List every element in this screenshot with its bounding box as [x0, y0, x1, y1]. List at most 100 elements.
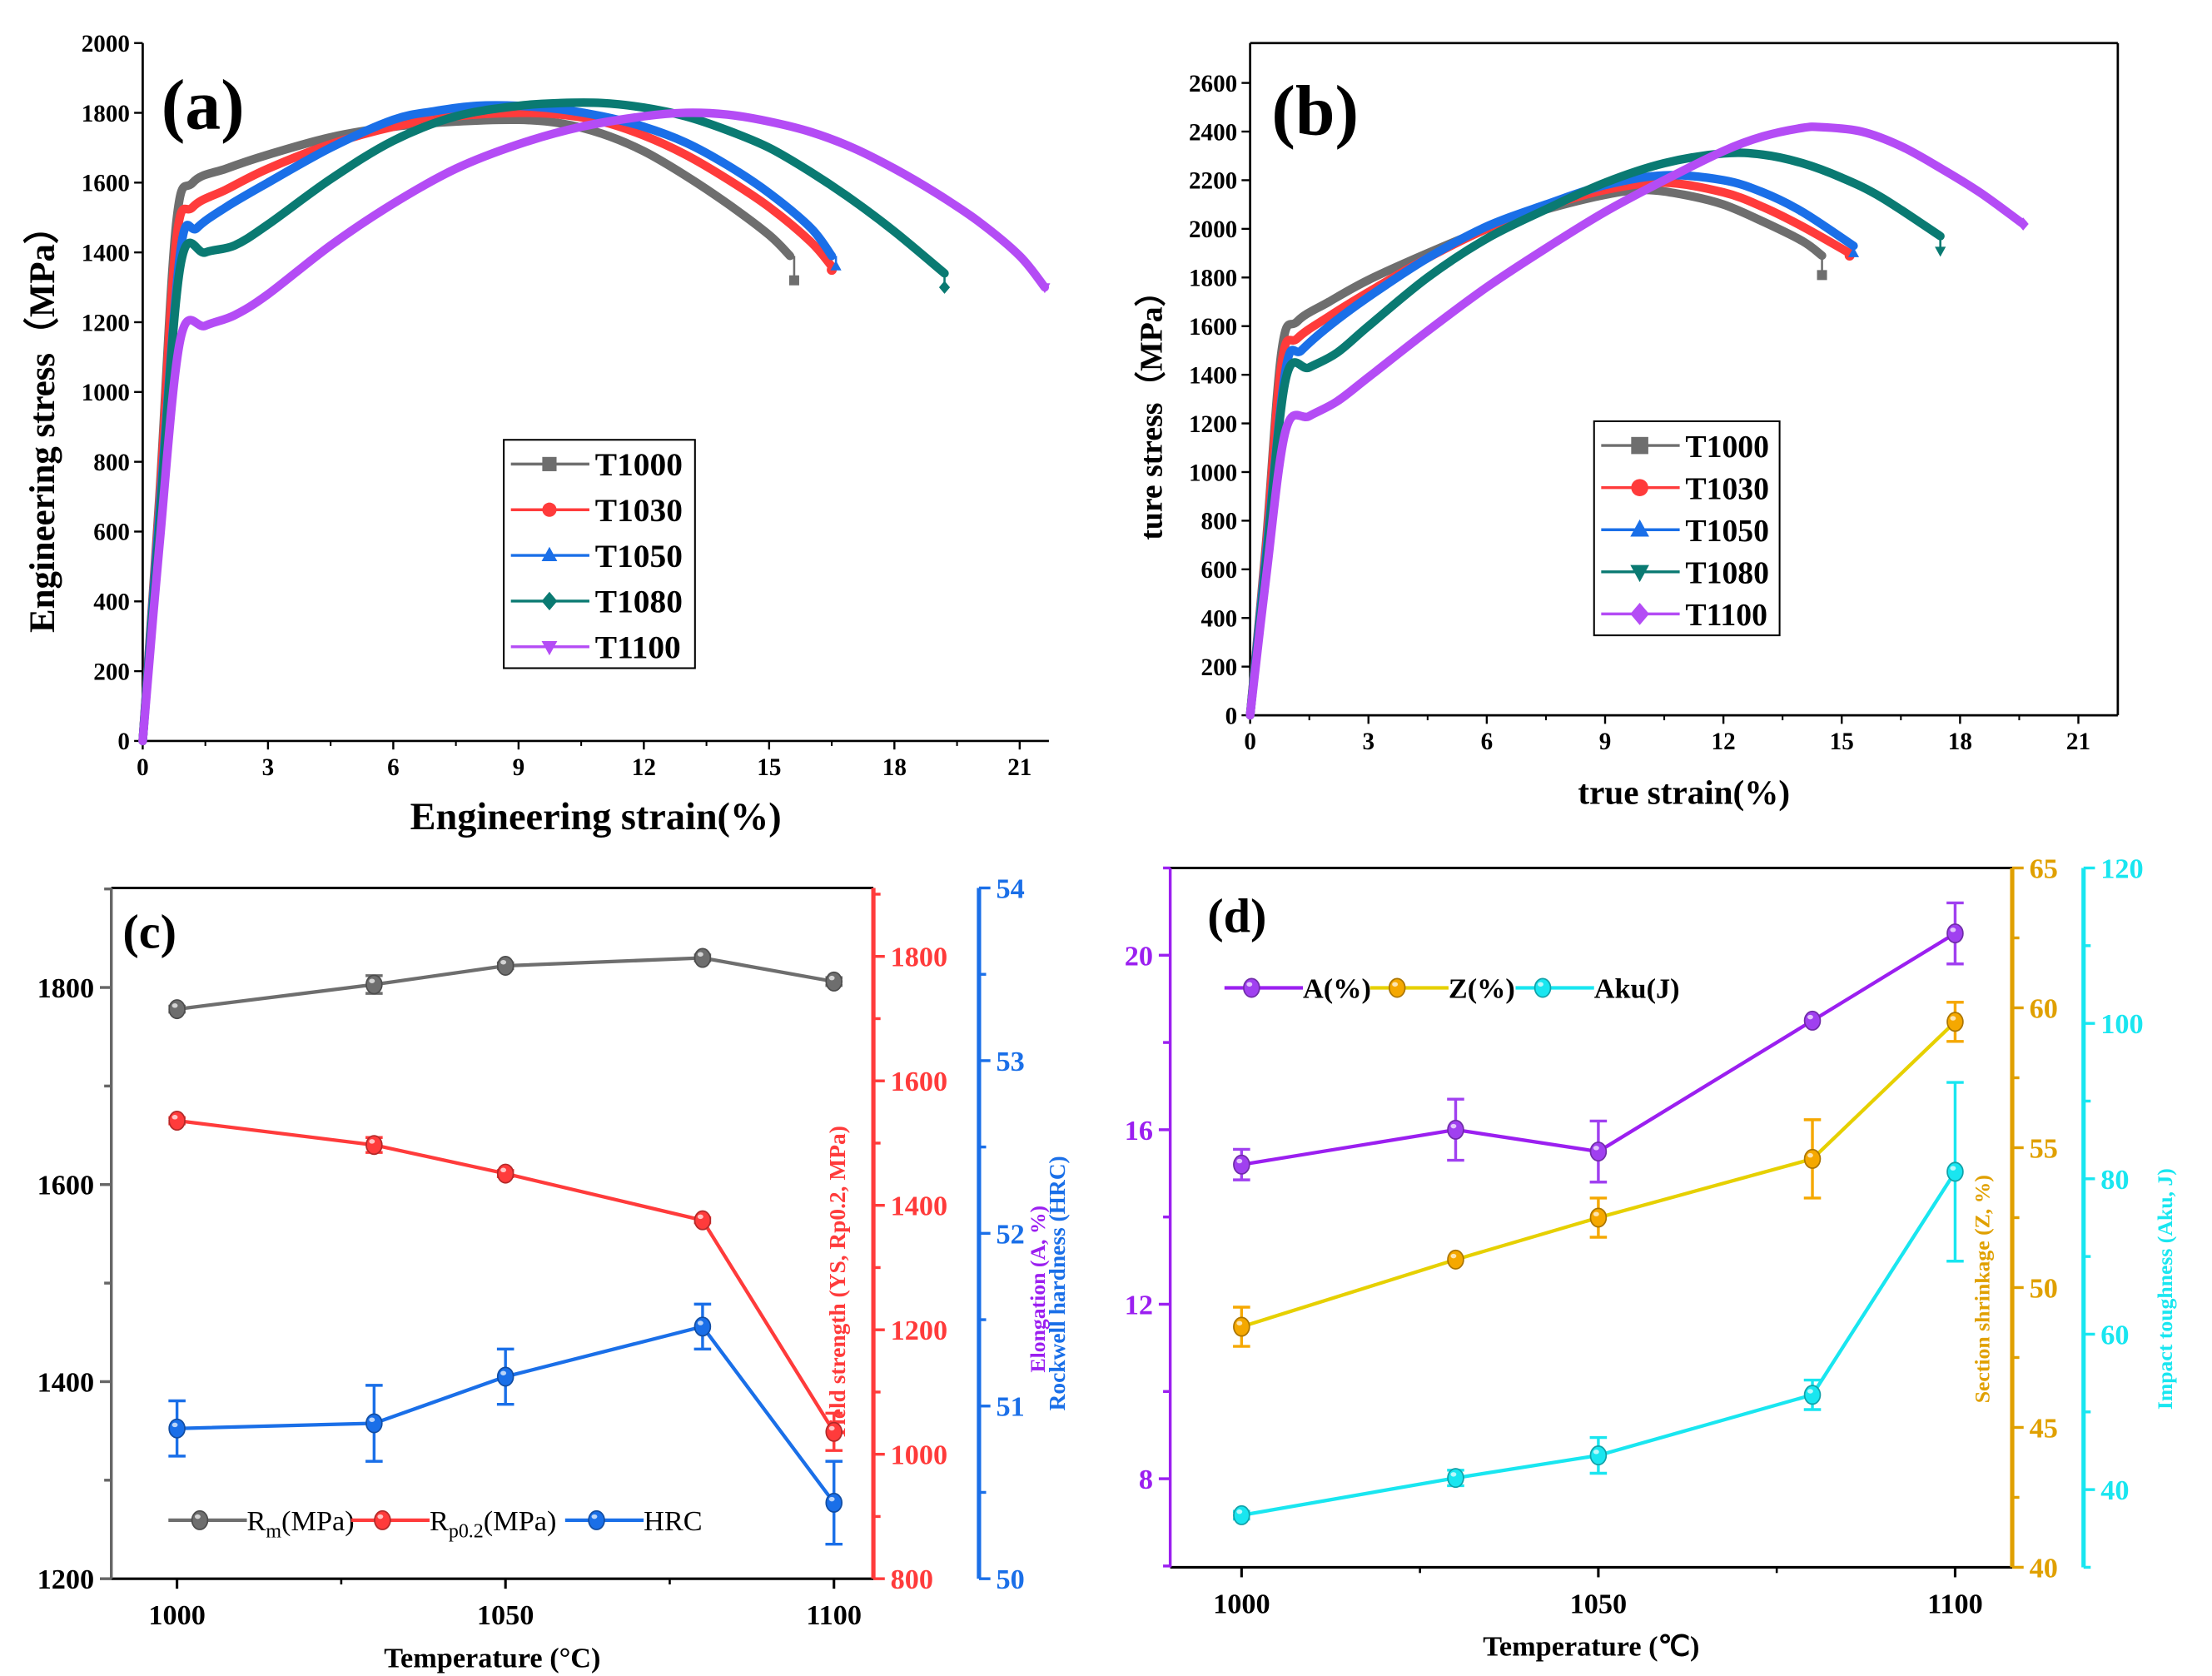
series-Z(%)	[1233, 1001, 1964, 1348]
y-tick-label: 51	[997, 1391, 1025, 1423]
data-point	[1233, 1154, 1250, 1175]
legend-marker	[1533, 977, 1552, 998]
y-tick-label: 16	[1125, 1115, 1153, 1146]
data-point	[1589, 1445, 1608, 1466]
curve-T1080	[1245, 148, 1945, 720]
x-tick-label: 3	[262, 754, 275, 781]
data-point	[1803, 1010, 1822, 1031]
y-tick-label: 800	[93, 450, 130, 476]
y-axis-left: 1200140016001800Tensile strength (Rm, MP…	[37, 887, 113, 1595]
x-tick-label: 18	[1948, 729, 1972, 755]
series-T1100	[1245, 122, 2029, 720]
legend-main: R	[247, 1505, 266, 1537]
x-tick-label: 1100	[1927, 1588, 1983, 1619]
legend-label: T1050	[1685, 514, 1769, 549]
data-point	[1447, 1468, 1464, 1489]
data-point-highlight	[1450, 1253, 1457, 1259]
fracture-marker	[1817, 270, 1827, 281]
y-tick-label: 40	[2030, 1552, 2058, 1584]
legend-item: T1030	[510, 492, 683, 529]
y-axis-right1: 800 1000 1200 1400 1600 1800 Yield strength (Y…	[825, 888, 947, 1595]
y-axis-title: ture stress（MPa）	[1134, 276, 1169, 540]
x-axis-title: Engineering strain(%)	[410, 796, 782, 838]
y-tick-label: 0	[1225, 703, 1238, 729]
y-axis-right1: 40 45 50 55 60 65 Section shrinkage (Z, %)	[1971, 853, 2058, 1584]
y-tick-label: 1200	[891, 1315, 948, 1346]
legend-label: Rp0.2(MPa)	[430, 1505, 556, 1543]
y-tick-label: 50	[997, 1564, 1025, 1595]
data-point-highlight	[828, 1425, 835, 1431]
data-point-highlight	[1593, 1211, 1599, 1216]
data-point-highlight	[828, 975, 835, 981]
data-point-highlight	[500, 959, 507, 965]
data-point-highlight	[1807, 1152, 1813, 1158]
data-point	[496, 955, 514, 976]
y-axis-title: Elongation (A, %)	[1026, 1206, 1050, 1373]
legend-marker-triangle-up	[1630, 519, 1649, 537]
legend: Rm(MPa) Rp0.2(MPa) HRC	[168, 1505, 703, 1543]
data-point-highlight	[369, 1417, 375, 1422]
y-tick-label: 2400	[1189, 119, 1237, 146]
legend-marker	[191, 1509, 209, 1530]
panel-label: (b)	[1271, 71, 1359, 150]
data-point-highlight	[1450, 1123, 1457, 1129]
series-Rm(MPa)	[168, 947, 843, 1020]
x-tick-label: 1100	[806, 1599, 862, 1631]
data-point	[168, 1111, 186, 1131]
y-tick-label: 2600	[1189, 71, 1237, 97]
legend-item: T1000	[1601, 430, 1769, 465]
data-point-highlight	[828, 1496, 835, 1502]
y-tick-label: 2000	[82, 31, 130, 57]
y-tick-label: 1800	[1189, 266, 1237, 292]
legend: T1000 T1030 T1050 T1080 T1100	[1593, 420, 1781, 637]
x-axis-title: true strain(%)	[1578, 773, 1790, 812]
curve-T1100	[1245, 122, 2028, 720]
data-point	[1233, 1316, 1250, 1337]
data-point-highlight	[1236, 1509, 1243, 1514]
y-axis-title: Engineering stress（MPa）	[22, 208, 62, 633]
y-tick-label: 1800	[82, 101, 130, 127]
y-tick-label: 1400	[1189, 362, 1237, 389]
legend-label: T1000	[595, 446, 683, 483]
legend-label: T1030	[595, 492, 683, 529]
data-point	[496, 1366, 514, 1387]
legend-marker-square	[1631, 436, 1648, 455]
legend-label: Z(%)	[1449, 972, 1515, 1004]
data-point-highlight	[697, 1320, 703, 1325]
legend-marker	[374, 1509, 391, 1530]
legend-marker-diamond	[541, 591, 558, 611]
fracture-marker	[788, 275, 799, 286]
legend-marker	[588, 1509, 605, 1530]
y-tick-label: 600	[1201, 557, 1238, 584]
y-tick-label: 600	[93, 520, 130, 546]
data-point	[825, 1421, 843, 1442]
y-tick-label: 1000	[1189, 460, 1237, 486]
panel-label: (d)	[1207, 889, 1266, 943]
series-T1080	[1245, 148, 1946, 720]
legend-label: T1000	[1685, 430, 1769, 465]
legend-main: A(%)	[1303, 972, 1371, 1004]
y-tick-label: 1800	[37, 972, 95, 1004]
data-point	[1946, 1161, 1964, 1182]
data-point	[1946, 1012, 1964, 1032]
legend-sub: m	[266, 1520, 281, 1542]
x-tick-label: 18	[882, 754, 907, 781]
legend-marker-highlight	[1246, 982, 1253, 987]
data-point-highlight	[697, 1214, 703, 1220]
y-tick-label: 200	[1201, 654, 1238, 681]
y-tick-label: 1200	[1189, 411, 1237, 438]
data-point	[693, 1316, 712, 1337]
legend-marker-highlight	[377, 1514, 384, 1519]
data-point	[1447, 1249, 1464, 1270]
data-point	[693, 1210, 712, 1231]
data-point-highlight	[369, 978, 375, 983]
legend-tail: (MPa)	[281, 1505, 355, 1537]
legend-label: T1050	[595, 538, 683, 574]
legend-marker-triangle-down	[1630, 564, 1649, 583]
legend-marker-triangle-down	[541, 640, 558, 656]
y-tick-label: 1600	[1189, 314, 1237, 341]
data-point	[168, 1418, 186, 1439]
x-tick-label: 9	[513, 754, 525, 781]
y-tick-label: 55	[2030, 1132, 2058, 1164]
